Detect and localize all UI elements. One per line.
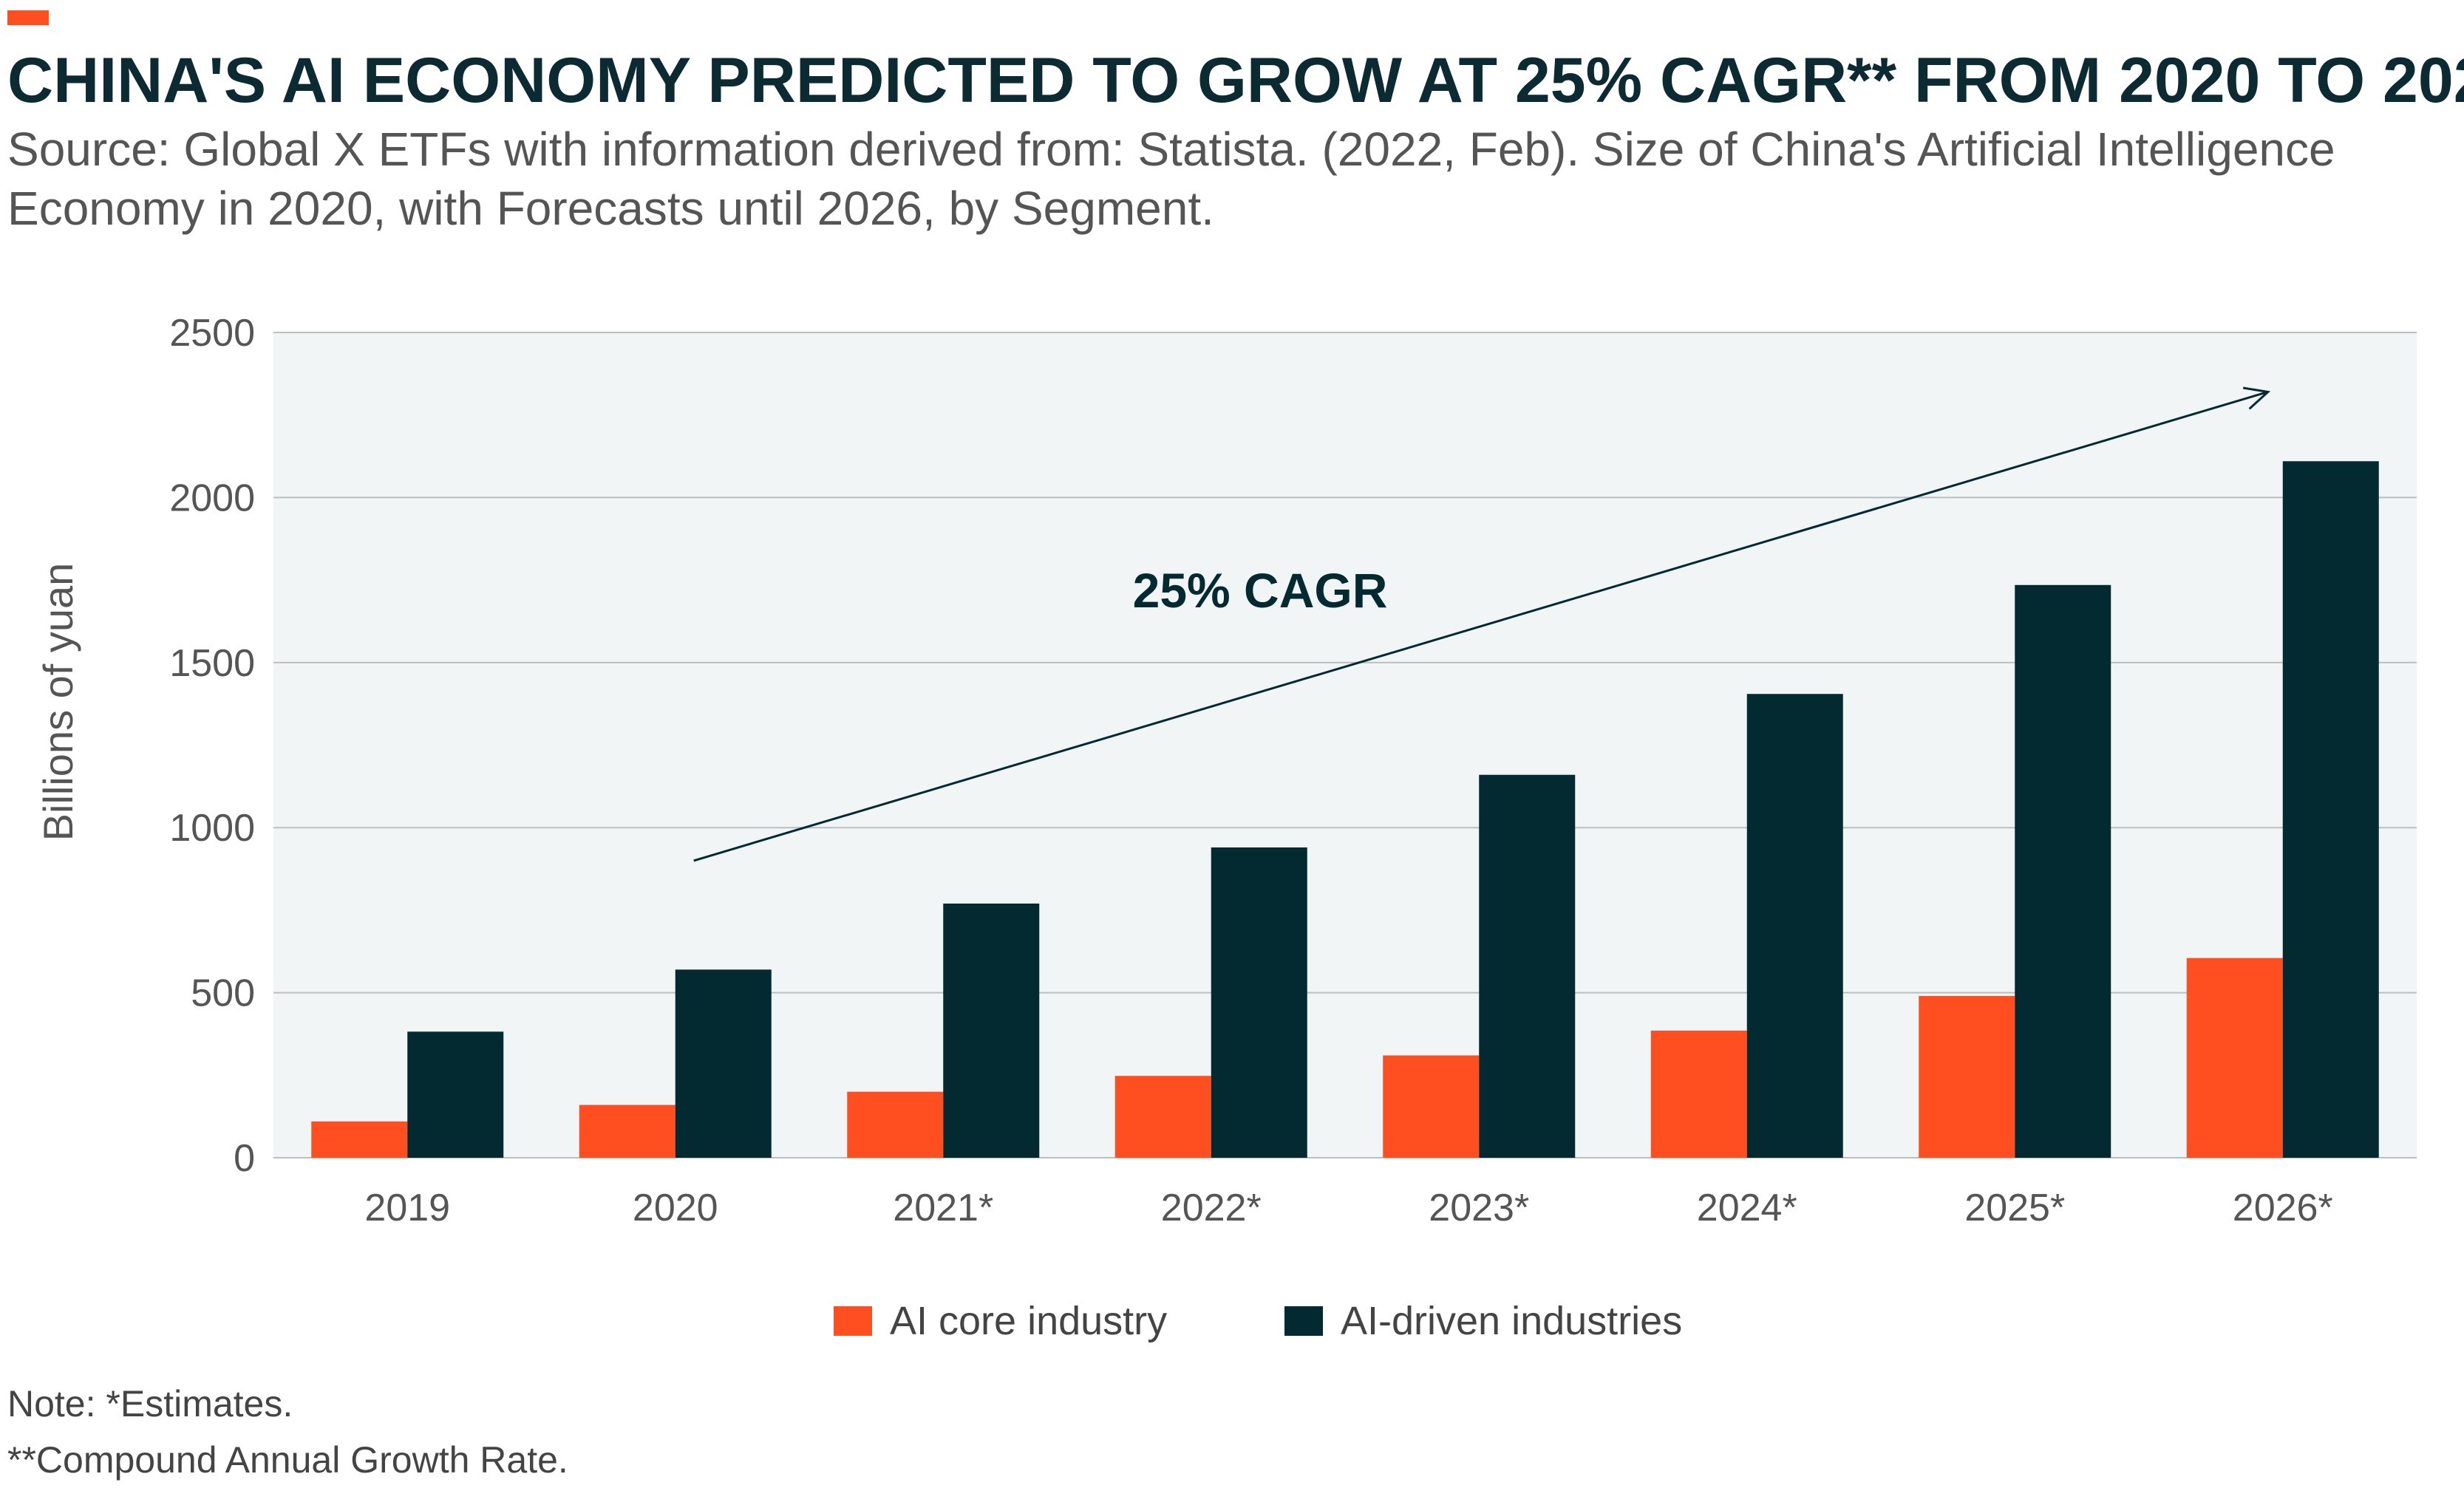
footnotes: Note: *Estimates. **Compound Annual Grow… [7, 1376, 568, 1488]
y-axis-label: Billions of yuan [35, 563, 81, 842]
cagr-arrowhead [2242, 386, 2271, 410]
y-tick-label: 2500 [169, 312, 255, 355]
note-estimates: Note: *Estimates. [7, 1383, 293, 1424]
bar-ai-driven [407, 1031, 504, 1158]
legend-item-ai-driven: AI-driven industries [1284, 1291, 1682, 1351]
y-tick-label: 0 [234, 1137, 255, 1180]
bar-ai-core [1919, 996, 2015, 1158]
x-tick-labels: 2019 2020 2021* 2022* 2023* 2024* 2025* 2026* [364, 1187, 2332, 1229]
bar-ai-driven [943, 903, 1040, 1158]
x-tick-label: 2021* [893, 1187, 993, 1229]
y-tick-label: 2000 [169, 477, 255, 519]
legend-item-ai-core: AI core industry [834, 1291, 1167, 1351]
bar-ai-core [1383, 1055, 1480, 1158]
legend: AI core industry AI-driven industries [0, 1291, 2464, 1351]
x-tick-label: 2022* [1161, 1187, 1262, 1229]
chart-subtitle: Source: Global X ETFs with information d… [7, 123, 2335, 235]
legend-label-ai-driven: AI-driven industries [1341, 1299, 1683, 1343]
bar-ai-core [2186, 958, 2283, 1158]
x-tick-label: 2023* [1429, 1187, 1529, 1229]
x-tick-label: 2025* [1964, 1187, 2065, 1229]
bar-ai-driven [675, 969, 772, 1158]
bar-ai-driven [2015, 584, 2111, 1158]
x-tick-label: 2019 [364, 1187, 450, 1229]
bar-ai-core [311, 1121, 408, 1158]
bar-ai-core [847, 1091, 944, 1158]
bar-ai-driven [1746, 694, 1843, 1158]
y-tick-label: 500 [191, 972, 255, 1015]
note-cagr-definition: **Compound Annual Growth Rate. [7, 1439, 568, 1481]
x-tick-label: 2026* [2233, 1187, 2333, 1229]
legend-label-ai-core: AI core industry [890, 1299, 1168, 1343]
accent-bar [7, 10, 49, 25]
bar-ai-core [1114, 1076, 1211, 1158]
legend-swatch-ai-core [834, 1306, 872, 1336]
x-tick-label: 2024* [1697, 1187, 1797, 1229]
bars [311, 461, 2379, 1158]
cagr-annotation: 25% CAGR [1133, 563, 1388, 618]
bar-ai-driven [2282, 461, 2379, 1158]
bar-ai-core [1650, 1030, 1747, 1158]
chart-title: CHINA'S AI ECONOMY PREDICTED TO GROW AT … [7, 45, 2464, 116]
bar-ai-core [579, 1105, 675, 1158]
bar-ai-driven [1211, 847, 1307, 1158]
cagr-arrow [693, 390, 2269, 862]
y-tick-label: 1500 [169, 642, 255, 685]
x-tick-label: 2020 [633, 1187, 718, 1229]
bar-ai-driven [1479, 774, 1576, 1158]
legend-swatch-ai-driven [1284, 1306, 1323, 1336]
y-tick-label: 1000 [169, 807, 255, 850]
y-tick-labels: 0 500 1000 1500 2000 2500 [169, 312, 255, 1180]
